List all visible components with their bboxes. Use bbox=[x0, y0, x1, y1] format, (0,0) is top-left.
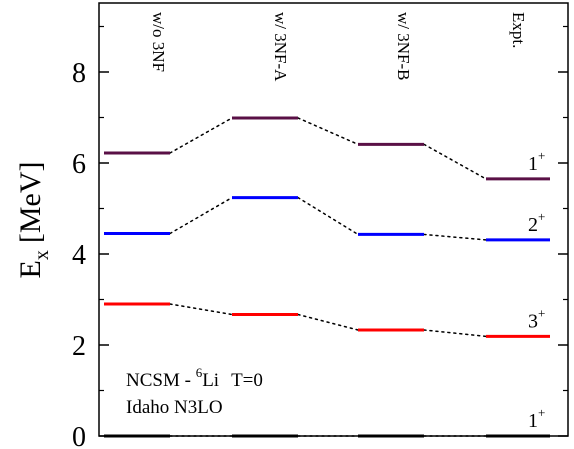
y-tick-label: 0 bbox=[72, 422, 86, 449]
y-axis-label-subscript: x bbox=[31, 250, 53, 260]
y-axis-label: Ex [MeV] bbox=[14, 162, 53, 279]
connector-line bbox=[169, 117, 233, 154]
column-label: w/ 3NF-A bbox=[271, 12, 290, 82]
connector-line bbox=[169, 196, 233, 235]
column-labels: w/o 3NF w/ 3NF-A w/ 3NF-B Expt. bbox=[149, 12, 528, 82]
annotation-line-2: Idaho N3LO bbox=[126, 397, 223, 418]
state-labels: 1+ 3+ 2+ 1+ bbox=[528, 148, 545, 432]
state-label: 1+ bbox=[528, 405, 545, 432]
y-axis-label-unit: [MeV] bbox=[14, 162, 47, 244]
y-tick-label: 6 bbox=[72, 149, 86, 180]
connector-line bbox=[169, 303, 233, 316]
axis-ticks: 0 2 4 6 8 bbox=[72, 25, 568, 449]
state-label: 2+ bbox=[528, 209, 545, 236]
connector-line bbox=[297, 313, 359, 331]
connector-lines bbox=[169, 117, 487, 437]
column-label: w/o 3NF bbox=[149, 12, 168, 72]
y-axis-label-symbol: E bbox=[14, 260, 47, 278]
connector-line bbox=[297, 117, 359, 146]
y-tick-label: 4 bbox=[72, 240, 86, 271]
y-tick-label: 8 bbox=[72, 58, 86, 89]
connector-line bbox=[297, 196, 359, 236]
state-label: 3+ bbox=[528, 305, 545, 332]
column-label: Expt. bbox=[509, 12, 528, 48]
connector-line bbox=[423, 233, 487, 241]
connector-line bbox=[423, 143, 487, 180]
state-label: 1+ bbox=[528, 148, 545, 175]
connector-line bbox=[423, 329, 487, 338]
column-label: w/ 3NF-B bbox=[394, 12, 413, 80]
level-lines bbox=[104, 116, 550, 438]
y-tick-label: 2 bbox=[72, 331, 86, 362]
annotation-line-1: NCSM - 6Li T=0 bbox=[126, 365, 263, 391]
